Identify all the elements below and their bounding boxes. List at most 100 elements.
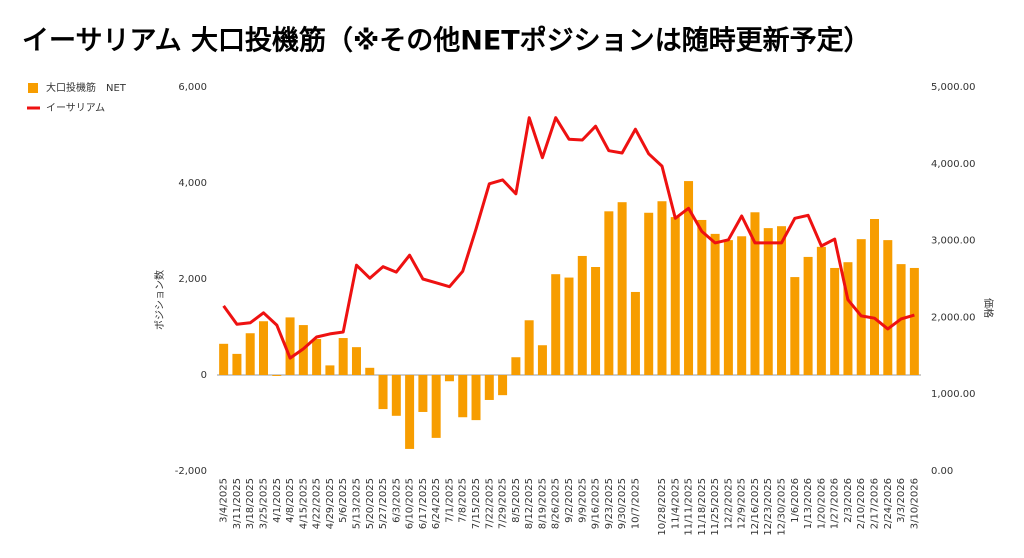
x-tick-label: 7/1/2025	[444, 478, 455, 523]
x-tick-label: 5/20/2025	[365, 478, 376, 529]
y2-tick-label: 0.00	[931, 466, 953, 477]
chart-title: イーサリアム 大口投機筋（※その他NETポジションは随時更新予定）	[22, 25, 871, 57]
bar	[365, 367, 375, 375]
x-tick-label: 6/10/2025	[405, 478, 416, 529]
bar	[723, 240, 733, 375]
bar	[750, 212, 760, 375]
x-tick-label: 12/23/2025	[763, 478, 774, 536]
bar	[710, 233, 720, 375]
x-tick-label: 8/26/2025	[551, 478, 562, 529]
x-tick-label: 11/4/2025	[670, 478, 681, 529]
x-tick-label: 5/13/2025	[351, 478, 362, 529]
y2-axis-label: 価格	[982, 298, 995, 318]
bar	[524, 320, 534, 375]
bar	[272, 375, 282, 376]
bar	[511, 357, 521, 375]
bar	[219, 343, 229, 375]
bar	[630, 291, 640, 375]
bar	[551, 274, 561, 375]
bar	[617, 202, 627, 375]
x-tick-label: 12/30/2025	[777, 478, 788, 536]
bar	[498, 375, 508, 396]
bar	[245, 333, 255, 375]
bar	[909, 267, 919, 375]
x-tick-label: 5/6/2025	[338, 478, 349, 523]
bar	[803, 256, 813, 375]
x-tick-label: 11/11/2025	[684, 478, 695, 536]
x-tick-label: 6/3/2025	[391, 478, 402, 523]
bar	[737, 236, 747, 375]
x-tick-label: 1/6/2026	[790, 478, 801, 523]
bar	[405, 375, 415, 449]
bar	[684, 181, 694, 375]
x-tick-label: 4/8/2025	[285, 478, 296, 523]
bar	[285, 317, 295, 375]
x-tick-label: 1/27/2026	[830, 478, 841, 529]
x-tick-label: 6/17/2025	[418, 478, 429, 529]
price-line	[222, 116, 915, 360]
bar	[312, 339, 322, 375]
x-tick-label: 8/19/2025	[537, 478, 548, 529]
bar	[564, 277, 574, 375]
bar	[777, 226, 787, 375]
x-tick-label: 7/29/2025	[498, 478, 509, 529]
x-tick-label: 9/23/2025	[604, 478, 615, 529]
y2-tick-label: 1,000.00	[931, 389, 976, 400]
bar	[843, 262, 853, 375]
bar	[537, 345, 547, 375]
bar	[644, 212, 654, 375]
legend-label: 大口投機筋 NET	[46, 81, 127, 94]
bar	[484, 375, 494, 400]
x-tick-label: 9/2/2025	[564, 478, 575, 523]
x-tick-label: 2/10/2026	[856, 478, 867, 529]
x-tick-label: 2/24/2026	[883, 478, 894, 529]
bar	[471, 375, 481, 421]
x-tick-label: 6/24/2025	[431, 478, 442, 529]
bar	[577, 255, 587, 375]
x-tick-label: 9/16/2025	[591, 478, 602, 529]
bar	[338, 338, 348, 375]
bar	[378, 375, 388, 410]
x-tick-label: 3/18/2025	[245, 478, 256, 529]
y2-tick-label: 3,000.00	[931, 236, 976, 247]
bar	[830, 267, 840, 375]
x-tick-label: 3/25/2025	[258, 478, 269, 529]
bar	[591, 267, 601, 375]
bar	[325, 365, 335, 375]
x-tick-label: 11/18/2025	[697, 478, 708, 536]
y2-tick-label: 2,000.00	[931, 312, 976, 323]
x-tick-label: 8/5/2025	[511, 478, 522, 523]
bar	[232, 353, 242, 375]
y2-tick-label: 5,000.00	[931, 82, 976, 93]
x-tick-label: 9/9/2025	[577, 478, 588, 523]
x-tick-label: 10/7/2025	[630, 478, 641, 529]
x-tick-label: 7/15/2025	[471, 478, 482, 529]
y2-tick-label: 4,000.00	[931, 159, 976, 170]
bar	[856, 239, 866, 375]
bar	[763, 228, 773, 375]
x-tick-label: 4/15/2025	[298, 478, 309, 529]
x-tick-label: 3/10/2026	[909, 478, 920, 529]
x-tick-label: 9/30/2025	[617, 478, 628, 529]
bar	[458, 375, 468, 418]
bar	[816, 246, 826, 375]
legend-label: イーサリアム	[46, 102, 105, 114]
x-tick-label: 10/28/2025	[657, 478, 668, 536]
x-tick-label: 4/22/2025	[312, 478, 323, 529]
x-tick-label: 12/16/2025	[750, 478, 761, 536]
bar	[431, 375, 441, 438]
x-tick-label: 5/27/2025	[378, 478, 389, 529]
bar	[670, 217, 680, 375]
x-tick-label: 11/25/2025	[710, 478, 721, 536]
x-tick-label: 1/20/2026	[816, 478, 827, 529]
x-tick-label: 7/8/2025	[458, 478, 469, 523]
x-tick-label: 3/4/2025	[219, 478, 230, 523]
bar	[444, 375, 454, 382]
x-tick-label: 2/17/2026	[870, 478, 881, 529]
bar	[870, 219, 880, 375]
y-axis-label: ポジション数	[153, 270, 166, 330]
y-tick-label: 4,000	[178, 178, 207, 189]
x-tick-label: 3/11/2025	[232, 478, 243, 529]
